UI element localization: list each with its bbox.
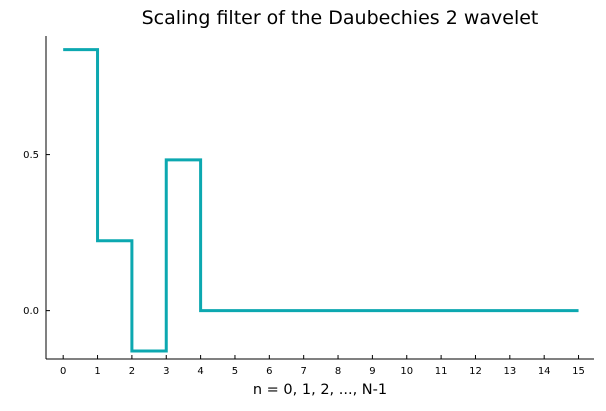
x-axis-label: n = 0, 1, 2, ..., N-1: [253, 382, 387, 398]
chart-title: Scaling filter of the Daubechies 2 wavel…: [142, 7, 539, 29]
y-ticks: 0.0 0.5: [23, 150, 50, 317]
x-tick-label: 6: [266, 366, 272, 377]
y-tick-label: 0.0: [23, 306, 39, 317]
x-tick-label: 8: [335, 366, 341, 377]
x-tick-label: 13: [503, 366, 516, 377]
x-tick-label: 10: [400, 366, 413, 377]
x-tick-label: 7: [300, 366, 306, 377]
x-tick-label: 2: [129, 366, 135, 377]
plot-frame: [45, 36, 594, 360]
x-tick-label: 14: [538, 366, 551, 377]
series-step-line: [63, 48, 579, 353]
x-tick-label: 9: [369, 366, 375, 377]
x-ticks: 0 1 2 3 4 5 6 7 8 9 10 11 12 13 14 15: [60, 355, 585, 377]
y-tick-label: 0.5: [23, 150, 39, 161]
x-tick-label: 11: [435, 366, 448, 377]
series-layer: [63, 48, 579, 353]
x-tick-label: 0: [60, 366, 66, 377]
x-tick-label: 12: [469, 366, 482, 377]
x-tick-label: 1: [94, 366, 100, 377]
x-tick-label: 3: [163, 366, 169, 377]
x-tick-label: 5: [232, 366, 238, 377]
x-tick-label: 4: [197, 366, 203, 377]
x-tick-label: 15: [572, 366, 585, 377]
